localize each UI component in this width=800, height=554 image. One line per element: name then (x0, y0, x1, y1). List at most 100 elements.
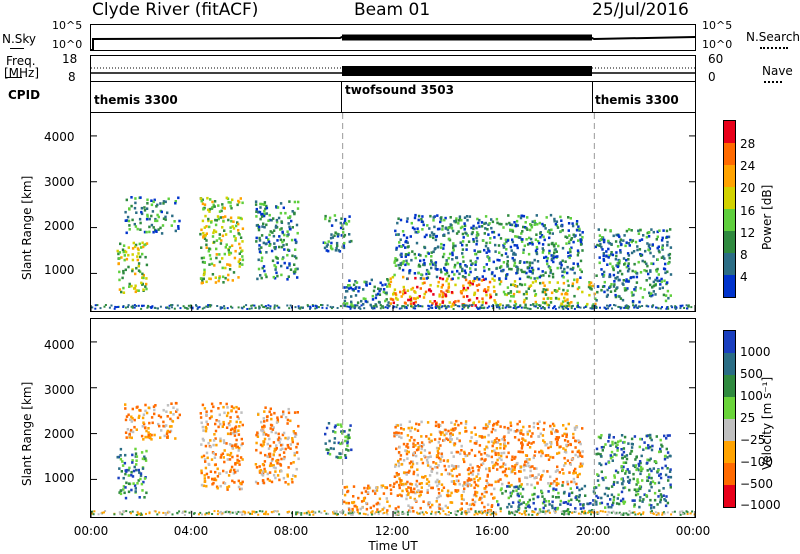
data-point (652, 230, 655, 234)
data-point (576, 475, 579, 479)
ground-scatter-point (247, 511, 250, 514)
data-point (236, 445, 239, 449)
data-point (663, 455, 667, 458)
ground-scatter-point (302, 306, 304, 309)
data-point (426, 478, 429, 481)
data-point (518, 429, 521, 433)
data-point (128, 224, 131, 227)
data-point (567, 303, 571, 307)
data-point (574, 471, 577, 475)
data-point (523, 298, 526, 302)
data-point (471, 469, 475, 473)
ground-scatter-point (381, 512, 384, 515)
data-point (344, 454, 347, 457)
data-point (634, 493, 638, 497)
data-point (158, 424, 161, 428)
data-point (469, 478, 473, 481)
data-point (567, 499, 570, 503)
data-point (133, 418, 136, 422)
ground-scatter-point (430, 512, 433, 515)
data-point (615, 233, 618, 237)
data-point (431, 486, 434, 490)
data-point (206, 423, 209, 426)
data-point (393, 482, 396, 485)
data-point (466, 218, 469, 222)
data-point (122, 488, 125, 491)
ground-scatter-point (512, 307, 515, 309)
data-point (650, 504, 653, 507)
data-point (568, 247, 572, 251)
ground-scatter-point (178, 510, 181, 513)
ground-scatter-point (626, 307, 629, 310)
data-point (472, 238, 475, 241)
data-point (547, 446, 550, 450)
data-point (450, 305, 453, 308)
data-point (622, 279, 625, 282)
data-point (534, 294, 537, 297)
data-point (647, 272, 650, 276)
data-point (413, 438, 416, 442)
ground-scatter-point (94, 304, 97, 307)
data-point (655, 435, 658, 438)
data-point (131, 253, 134, 256)
colorbar-segment (724, 165, 735, 187)
data-point (123, 258, 126, 262)
data-point (422, 223, 425, 227)
data-point (429, 465, 432, 469)
data-point (494, 243, 497, 247)
data-point (504, 252, 508, 255)
data-point (282, 206, 285, 210)
xtick-2: 08:00 (273, 524, 309, 538)
data-point (666, 456, 669, 459)
ground-scatter-point (536, 513, 539, 516)
data-point (506, 239, 510, 242)
data-point (415, 422, 418, 426)
data-point (620, 272, 624, 276)
data-point (473, 493, 477, 496)
data-point (124, 250, 128, 254)
data-point (286, 475, 289, 478)
data-point (344, 435, 347, 439)
data-point (214, 470, 217, 474)
data-point (663, 434, 666, 438)
data-point (217, 407, 220, 410)
data-point (202, 273, 206, 277)
data-point (568, 492, 571, 496)
data-point (541, 270, 544, 273)
data-point (568, 471, 571, 474)
data-point (446, 490, 450, 494)
data-point (517, 487, 520, 490)
data-point (212, 439, 216, 442)
ground-scatter-point (417, 304, 420, 307)
nsearch-label: N.Search (746, 30, 800, 44)
data-point (205, 451, 209, 455)
data-point (500, 487, 503, 490)
data-point (472, 240, 475, 243)
ground-scatter-point (359, 307, 362, 310)
data-point (408, 439, 412, 442)
ground-scatter-point (335, 510, 338, 513)
data-point (208, 417, 212, 420)
data-point (218, 210, 222, 213)
data-point (404, 291, 407, 295)
data-point (229, 451, 233, 455)
data-point (454, 466, 458, 470)
data-point (666, 501, 670, 505)
data-point (207, 217, 210, 221)
ground-scatter-point (505, 304, 508, 307)
data-point (156, 203, 159, 207)
data-point (470, 232, 474, 236)
data-point (595, 447, 599, 451)
data-point (500, 253, 504, 257)
data-point (227, 273, 230, 277)
data-point (650, 469, 653, 473)
data-point (521, 495, 524, 498)
data-point (420, 458, 423, 461)
data-point (385, 291, 388, 295)
data-point (412, 297, 416, 300)
data-point (618, 502, 621, 506)
data-point (348, 284, 351, 287)
data-point (501, 269, 504, 273)
data-point (505, 293, 508, 297)
data-point (451, 229, 455, 233)
